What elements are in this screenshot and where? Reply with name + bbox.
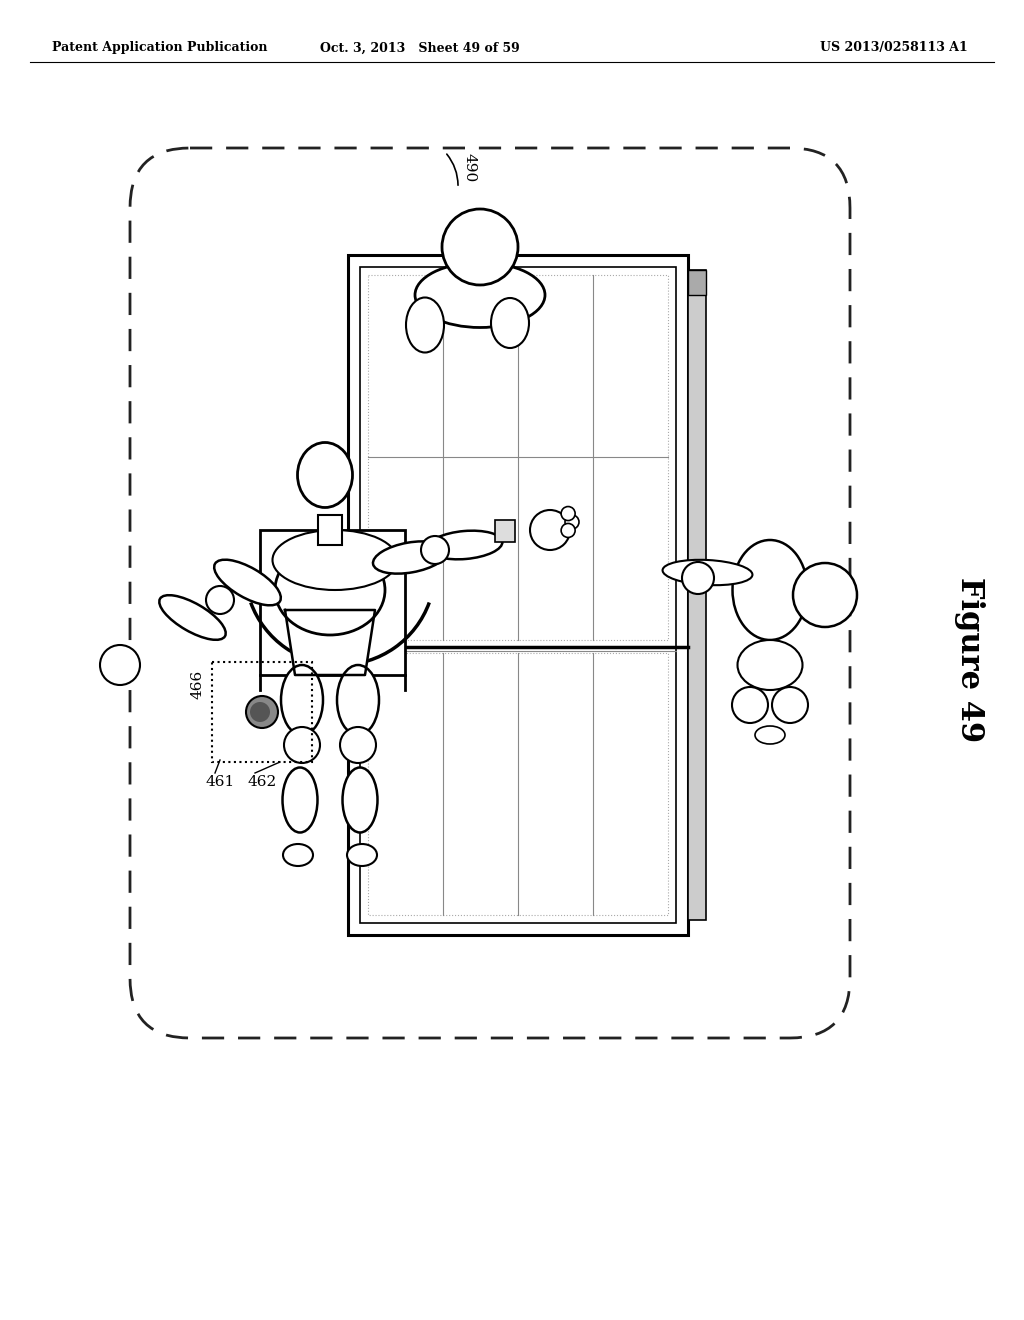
Circle shape bbox=[561, 507, 575, 520]
Polygon shape bbox=[285, 610, 375, 675]
Text: 461: 461 bbox=[205, 775, 234, 789]
Bar bbox=[212, 663, 312, 762]
Text: US 2013/0258113 A1: US 2013/0258113 A1 bbox=[820, 41, 968, 54]
Bar bbox=[688, 271, 706, 294]
Circle shape bbox=[442, 209, 518, 285]
Ellipse shape bbox=[490, 298, 529, 348]
Circle shape bbox=[565, 515, 579, 529]
Circle shape bbox=[246, 696, 278, 729]
Text: Patent Application Publication: Patent Application Publication bbox=[52, 41, 267, 54]
Ellipse shape bbox=[283, 767, 317, 833]
Circle shape bbox=[250, 702, 270, 722]
Circle shape bbox=[561, 524, 575, 537]
Bar bbox=[368, 275, 668, 640]
Ellipse shape bbox=[347, 843, 377, 866]
Ellipse shape bbox=[415, 263, 545, 327]
Text: 466: 466 bbox=[191, 671, 205, 700]
Ellipse shape bbox=[342, 767, 378, 833]
Ellipse shape bbox=[737, 640, 803, 690]
Bar bbox=[495, 520, 515, 543]
Ellipse shape bbox=[428, 531, 503, 560]
Ellipse shape bbox=[373, 541, 447, 574]
Circle shape bbox=[421, 536, 449, 564]
Circle shape bbox=[530, 510, 570, 550]
Ellipse shape bbox=[281, 665, 323, 735]
Ellipse shape bbox=[663, 560, 753, 585]
Ellipse shape bbox=[214, 560, 281, 606]
Bar bbox=[318, 515, 342, 545]
Ellipse shape bbox=[406, 297, 444, 352]
Text: Figure 49: Figure 49 bbox=[954, 577, 985, 743]
Circle shape bbox=[772, 686, 808, 723]
Text: Oct. 3, 2013   Sheet 49 of 59: Oct. 3, 2013 Sheet 49 of 59 bbox=[321, 41, 520, 54]
Bar bbox=[360, 267, 676, 923]
Ellipse shape bbox=[755, 726, 785, 744]
Circle shape bbox=[793, 564, 857, 627]
Circle shape bbox=[340, 727, 376, 763]
Ellipse shape bbox=[275, 545, 385, 635]
Ellipse shape bbox=[283, 843, 313, 866]
Circle shape bbox=[732, 686, 768, 723]
Text: 462: 462 bbox=[248, 775, 278, 789]
Bar bbox=[688, 271, 706, 920]
Circle shape bbox=[100, 645, 140, 685]
Circle shape bbox=[206, 586, 234, 614]
Ellipse shape bbox=[272, 531, 397, 590]
Bar bbox=[260, 531, 406, 675]
Bar bbox=[348, 255, 688, 935]
Circle shape bbox=[682, 562, 714, 594]
Ellipse shape bbox=[337, 665, 379, 735]
Ellipse shape bbox=[732, 540, 808, 640]
Circle shape bbox=[284, 727, 319, 763]
Ellipse shape bbox=[160, 595, 225, 640]
Text: 490: 490 bbox=[462, 153, 476, 182]
Ellipse shape bbox=[298, 442, 352, 507]
Bar bbox=[368, 653, 668, 915]
